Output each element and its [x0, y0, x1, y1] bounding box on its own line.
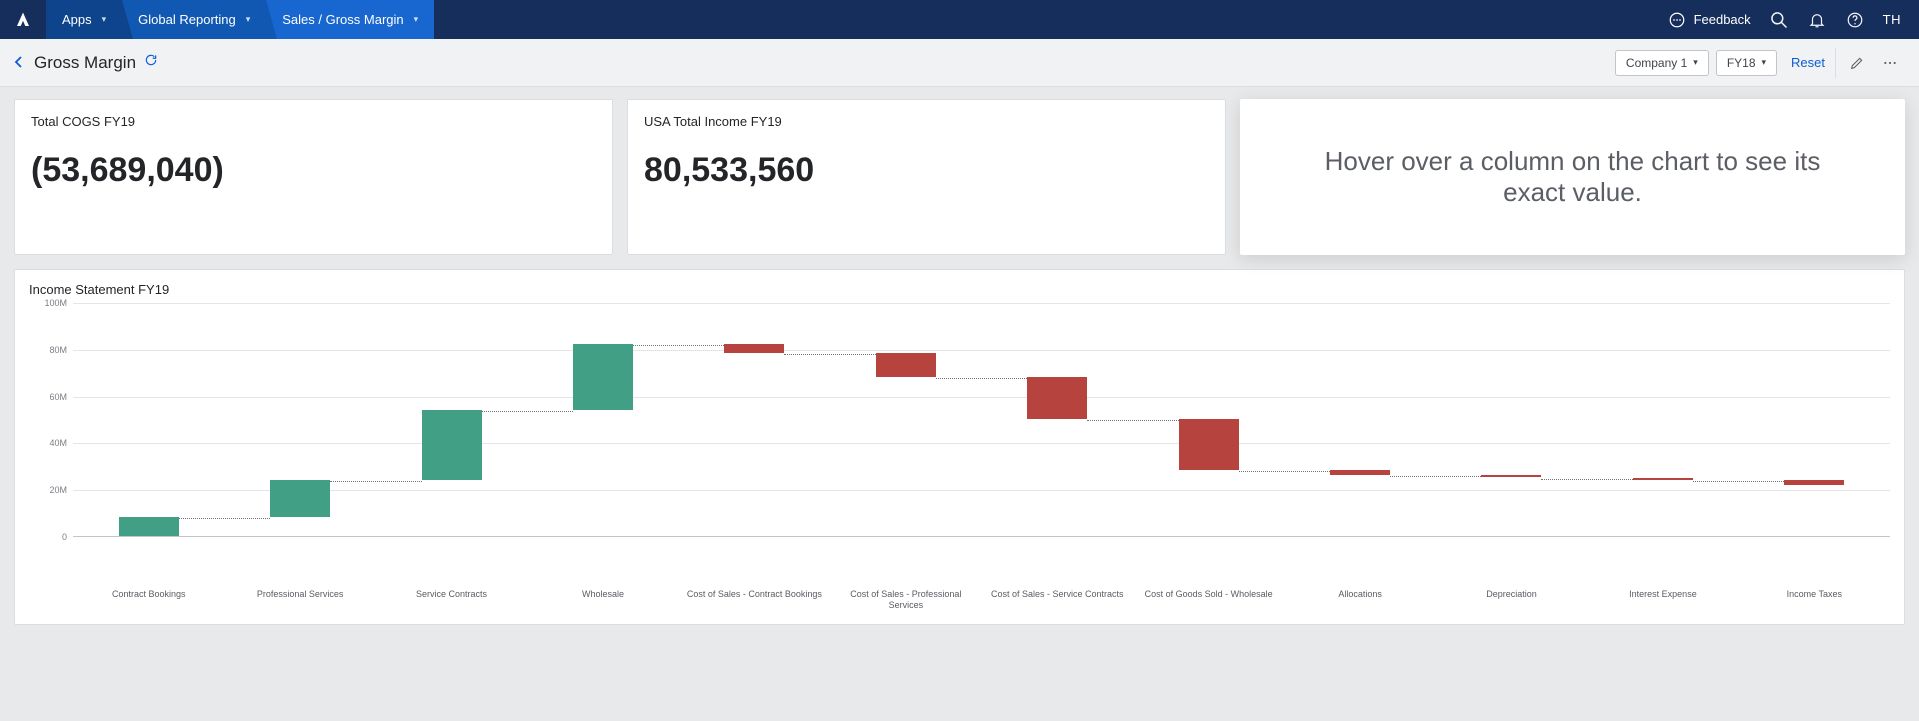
chart-title: Income Statement FY19 [29, 282, 1890, 297]
kpi-row: Total COGS FY19 (53,689,040) USA Total I… [0, 87, 1919, 255]
filter-fy[interactable]: FY18 ▾ [1716, 50, 1777, 76]
waterfall-connector [633, 345, 724, 346]
hint-text: Hover over a column on the chart to see … [1290, 146, 1855, 208]
page-header: Gross Margin Company 1 ▾ FY18 ▾ Reset [0, 39, 1919, 87]
waterfall-bar[interactable] [119, 302, 179, 536]
nav-apps-label: Apps [62, 12, 92, 27]
refresh-button[interactable] [144, 53, 158, 72]
waterfall-connector [179, 518, 270, 519]
kpi-income-value: 80,533,560 [644, 151, 1209, 190]
x-tick-label: Cost of Sales - Service Contracts [982, 589, 1133, 612]
waterfall-connector [1693, 481, 1784, 482]
waterfall-bar[interactable] [1784, 302, 1844, 536]
refresh-icon [144, 53, 158, 67]
chart-card: Income Statement FY19 020M40M60M80M100M … [14, 269, 1905, 625]
kpi-card-cogs: Total COGS FY19 (53,689,040) [14, 99, 613, 255]
user-menu[interactable]: TH [1883, 12, 1901, 27]
pencil-icon [1849, 55, 1865, 71]
back-button[interactable] [14, 55, 24, 71]
x-tick-label: Wholesale [527, 589, 678, 612]
search-button[interactable] [1769, 10, 1789, 30]
nav-sales-label: Sales / Gross Margin [282, 12, 403, 27]
chevron-down-icon: ▾ [246, 14, 251, 25]
logo-icon [14, 11, 32, 29]
waterfall-connector [1087, 420, 1178, 421]
waterfall-bar[interactable] [876, 302, 936, 536]
feedback-label: Feedback [1694, 12, 1751, 27]
x-tick-label: Depreciation [1436, 589, 1587, 612]
waterfall-bar[interactable] [1330, 302, 1390, 536]
x-tick-label: Cost of Sales - Professional Services [830, 589, 981, 612]
waterfall-connector [330, 481, 421, 482]
x-tick-label: Cost of Sales - Contract Bookings [679, 589, 830, 612]
waterfall-bar[interactable] [270, 302, 330, 536]
waterfall-connector [482, 411, 573, 412]
filter-company[interactable]: Company 1 ▾ [1615, 50, 1709, 76]
x-tick-label: Contract Bookings [73, 589, 224, 612]
x-tick-label: Cost of Goods Sold - Wholesale [1133, 589, 1284, 612]
waterfall-connector [784, 354, 875, 355]
waterfall-bar[interactable] [724, 302, 784, 536]
waterfall-bar[interactable] [1027, 302, 1087, 536]
waterfall-bar[interactable] [1633, 302, 1693, 536]
x-tick-label: Income Taxes [1739, 589, 1890, 612]
page-title: Gross Margin [34, 53, 136, 73]
waterfall-bar[interactable] [422, 302, 482, 536]
help-icon [1846, 11, 1864, 29]
chart-plot[interactable] [73, 303, 1890, 537]
chevron-down-icon: ▾ [102, 14, 107, 25]
chevron-down-icon: ▾ [1762, 57, 1767, 68]
kpi-income-title: USA Total Income FY19 [644, 114, 1209, 129]
chevron-down-icon: ▾ [1693, 57, 1698, 68]
hint-card: Hover over a column on the chart to see … [1240, 99, 1905, 255]
kpi-card-income: USA Total Income FY19 80,533,560 [627, 99, 1226, 255]
waterfall-connector [1239, 471, 1330, 472]
bell-icon [1808, 11, 1826, 29]
notifications-button[interactable] [1807, 10, 1827, 30]
y-tick-label: 20M [49, 485, 67, 495]
waterfall-connector [1390, 476, 1481, 477]
filter-fy-label: FY18 [1727, 56, 1756, 70]
more-button[interactable] [1875, 48, 1905, 78]
waterfall-bar[interactable] [573, 302, 633, 536]
help-button[interactable] [1845, 10, 1865, 30]
waterfall-connector [936, 378, 1027, 379]
x-tick-label: Professional Services [224, 589, 375, 612]
x-tick-label: Service Contracts [376, 589, 527, 612]
chart-area: 020M40M60M80M100M [29, 303, 1890, 583]
app-logo[interactable] [0, 0, 46, 39]
y-axis: 020M40M60M80M100M [29, 303, 73, 537]
nav-global-label: Global Reporting [138, 12, 236, 27]
reset-button[interactable]: Reset [1791, 55, 1825, 70]
more-horizontal-icon [1882, 55, 1898, 71]
nav-global-reporting[interactable]: Global Reporting ▾ [122, 0, 266, 39]
feedback-icon [1668, 11, 1686, 29]
chevron-down-icon: ▾ [414, 14, 419, 25]
kpi-cogs-value: (53,689,040) [31, 151, 596, 190]
y-tick-label: 60M [49, 392, 67, 402]
x-axis-labels: Contract BookingsProfessional ServicesSe… [73, 589, 1890, 612]
waterfall-connector [1541, 479, 1632, 480]
x-tick-label: Allocations [1284, 589, 1435, 612]
waterfall-bar[interactable] [1481, 302, 1541, 536]
chevron-left-icon [14, 56, 24, 68]
search-icon [1769, 10, 1789, 30]
nav-sales-gross-margin[interactable]: Sales / Gross Margin ▾ [266, 0, 434, 39]
y-tick-label: 80M [49, 345, 67, 355]
y-tick-label: 100M [44, 298, 67, 308]
y-tick-label: 0 [62, 532, 67, 542]
kpi-cogs-title: Total COGS FY19 [31, 114, 596, 129]
x-tick-label: Interest Expense [1587, 589, 1738, 612]
waterfall-bar[interactable] [1179, 302, 1239, 536]
y-tick-label: 40M [49, 438, 67, 448]
filter-company-label: Company 1 [1626, 56, 1687, 70]
feedback-button[interactable]: Feedback [1668, 11, 1751, 29]
top-nav: Apps ▾ Global Reporting ▾ Sales / Gross … [0, 0, 1919, 39]
edit-button[interactable] [1835, 48, 1865, 78]
nav-apps[interactable]: Apps ▾ [46, 0, 122, 39]
